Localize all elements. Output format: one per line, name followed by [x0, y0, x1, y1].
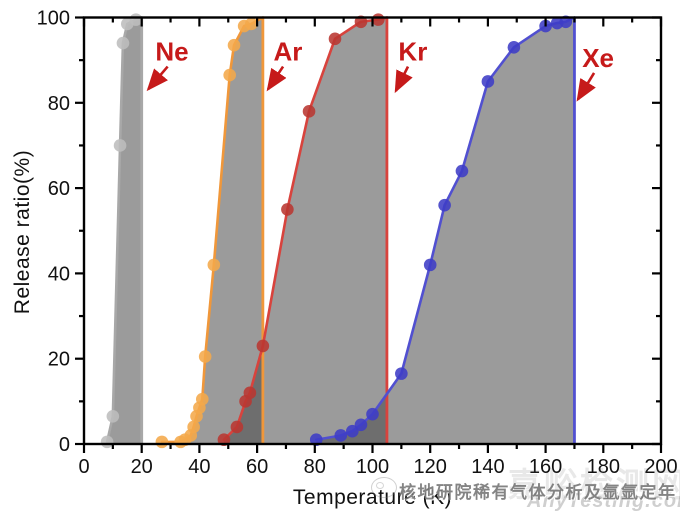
- y-axis-title: Release ratio(%): [11, 149, 34, 315]
- xe-data-point: [346, 424, 359, 438]
- x-tick-label: 200: [644, 456, 677, 478]
- ne-data-point: [113, 139, 127, 152]
- y-tick-label: 60: [48, 178, 70, 200]
- ne-arrow: [146, 65, 169, 92]
- x-tick-label: 0: [78, 456, 89, 478]
- watermark-logo-icon: [371, 477, 397, 498]
- kr-data-point: [230, 420, 244, 434]
- tick-labels: 0 20 40 60 80 100 120 140 160 180 200 0 20 40 60 80 100: [37, 8, 678, 479]
- kr-data-point: [243, 386, 257, 400]
- y-tick-label: 80: [48, 93, 70, 115]
- ne-gas-label: Ne: [155, 37, 188, 67]
- ar-data-point: [207, 258, 221, 272]
- ne-data-point: [106, 409, 120, 423]
- kr-arrow: [394, 65, 413, 94]
- kr-data-point: [371, 13, 385, 26]
- ar-gas-label: Ar: [274, 37, 303, 67]
- y-tick-label: 40: [48, 263, 70, 285]
- ne-data-point: [100, 435, 114, 449]
- kr-data-point: [328, 32, 342, 46]
- ne-data-point: [116, 36, 130, 50]
- xe-data-point: [438, 198, 451, 212]
- ar-shaded-region: [161, 17, 263, 444]
- ar-data-point: [198, 350, 212, 363]
- x-tick-label: 20: [131, 456, 153, 478]
- xe-shaded-region: [316, 17, 575, 444]
- x-tick-label: 140: [471, 456, 504, 478]
- xe-data-point: [455, 164, 469, 178]
- ar-data-point: [187, 420, 200, 434]
- ar-data-point: [227, 38, 241, 52]
- ne-data-points: [100, 13, 143, 449]
- xe-data-point: [354, 418, 368, 432]
- xe-data-point: [423, 258, 437, 272]
- xe-data-point: [334, 429, 348, 442]
- x-tick-label: 40: [188, 456, 210, 478]
- xe-arrow: [576, 72, 596, 102]
- ne-data-point: [129, 13, 143, 26]
- kr-data-point: [256, 339, 270, 353]
- xe-data-points: [309, 15, 573, 447]
- x-axis-title: Temperature (K): [292, 486, 453, 509]
- xe-data-point: [395, 367, 408, 380]
- kr-gas-label: Kr: [398, 37, 427, 67]
- x-tick-label: 60: [246, 456, 268, 478]
- xe-data-point: [366, 407, 379, 421]
- x-tick-label: 120: [414, 456, 447, 478]
- ar-data-point: [245, 17, 258, 31]
- xe-data-point: [507, 41, 521, 54]
- ar-data-point: [195, 392, 209, 406]
- ar-arrow: [266, 65, 287, 92]
- axis-ticks: [75, 16, 663, 453]
- y-tick-label: 100: [37, 8, 70, 30]
- kr-data-point: [281, 203, 294, 216]
- y-tick-label: 0: [59, 434, 70, 456]
- x-tick-label: 80: [304, 456, 326, 478]
- x-tick-label: 160: [529, 456, 562, 478]
- y-tick-label: 20: [48, 349, 70, 371]
- ar-data-point: [155, 435, 169, 449]
- kr-data-point: [302, 105, 316, 118]
- xe-data-point: [481, 75, 495, 88]
- ar-data-point: [223, 68, 236, 82]
- ne-shaded-region: [107, 17, 142, 444]
- x-tick-label: 100: [356, 456, 389, 478]
- xe-gas-label: Xe: [582, 43, 614, 73]
- x-tick-label: 180: [587, 456, 620, 478]
